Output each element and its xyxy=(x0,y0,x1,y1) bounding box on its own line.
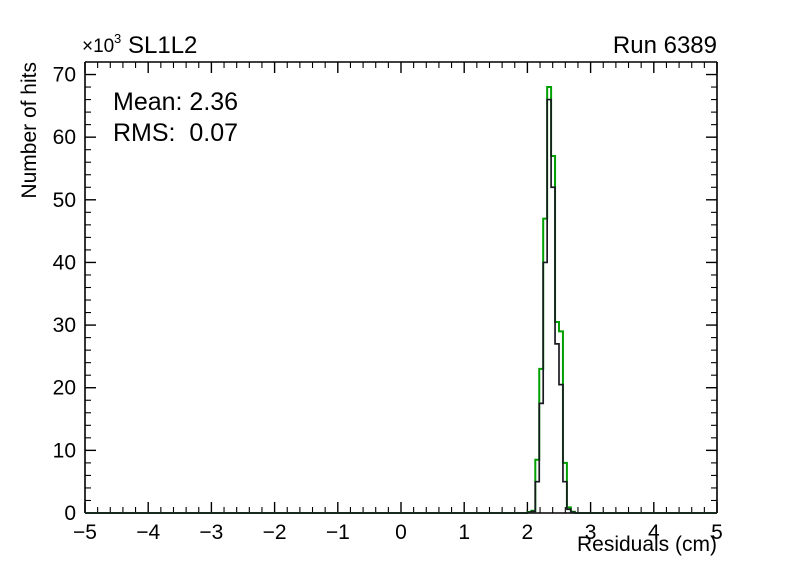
y-tick-label: 0 xyxy=(64,502,76,525)
stat-mean: Mean: 2.36 xyxy=(113,88,238,116)
y-axis-ticks xyxy=(85,73,717,514)
x-axis-title: Residuals (cm) xyxy=(577,533,717,556)
y-tick-label: 70 xyxy=(53,64,76,87)
page-title: SL1L2 xyxy=(128,32,197,59)
x-axis-tick-labels: −5 −4 −3 −2 −1 0 1 2 3 4 5 xyxy=(73,521,723,544)
run-label: Run 6389 xyxy=(613,32,717,59)
y-scale-exponent-base: ×10 xyxy=(82,36,114,57)
x-tick-label: 3 xyxy=(585,521,597,544)
stat-rms: RMS: 0.07 xyxy=(113,119,238,147)
x-tick-label: 5 xyxy=(711,521,723,544)
histogram-series xyxy=(85,86,717,514)
y-scale-exponent-power: 3 xyxy=(114,31,121,46)
x-tick-label: 1 xyxy=(458,521,470,544)
x-tick-label: −2 xyxy=(263,521,287,544)
x-tick-label: −4 xyxy=(136,521,160,544)
y-tick-label: 10 xyxy=(53,439,76,462)
x-tick-label: −5 xyxy=(73,521,97,544)
y-tick-label: 30 xyxy=(53,314,76,337)
y-tick-label: 60 xyxy=(53,126,76,149)
x-tick-label: 4 xyxy=(648,521,660,544)
y-tick-label: 50 xyxy=(53,189,76,212)
y-tick-label: 20 xyxy=(53,377,76,400)
x-tick-label: −1 xyxy=(326,521,350,544)
y-axis-tick-labels: 0 10 20 30 40 50 60 70 xyxy=(53,64,76,525)
y-axis-title: Number of hits xyxy=(18,62,41,199)
x-tick-label: −3 xyxy=(199,521,223,544)
x-tick-label: 2 xyxy=(522,521,534,544)
histogram-black-histogram xyxy=(85,98,717,514)
x-tick-label: 0 xyxy=(395,521,407,544)
y-tick-label: 40 xyxy=(53,251,76,274)
